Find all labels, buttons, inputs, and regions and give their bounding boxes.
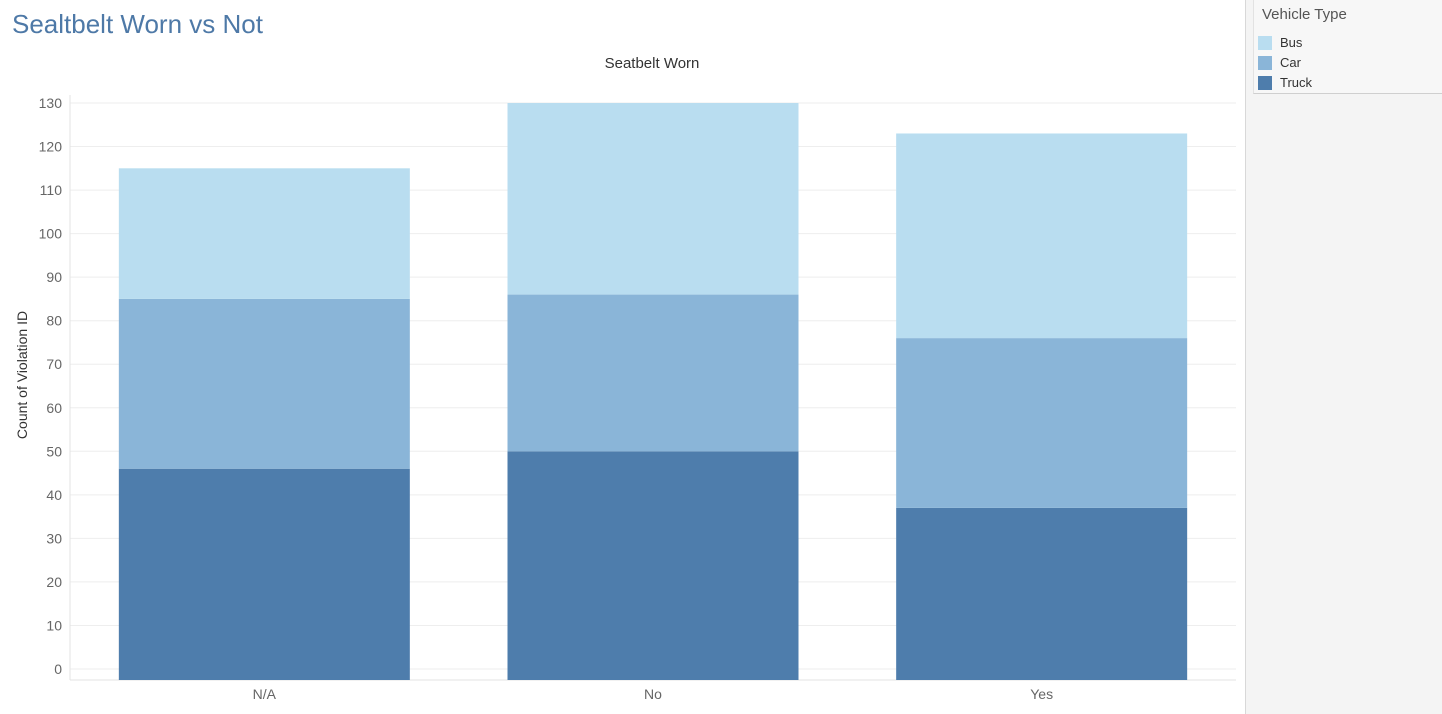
legend-title: Vehicle Type <box>1262 6 1347 23</box>
y-tick-label-80: 80 <box>46 313 62 329</box>
legend-items: Bus Car Truck <box>1258 33 1442 93</box>
legend-item-truck[interactable]: Truck <box>1258 73 1442 93</box>
legend-swatch-truck <box>1258 76 1272 90</box>
y-tick-label-0: 0 <box>54 661 62 677</box>
bar-yes-car <box>896 338 1188 508</box>
legend-item-bus[interactable]: Bus <box>1258 33 1442 53</box>
legend-swatch-car <box>1258 56 1272 70</box>
bar-na-bus <box>118 168 410 299</box>
legend-label-truck: Truck <box>1280 75 1313 90</box>
y-tick-label-10: 10 <box>46 617 62 633</box>
y-tick-label-60: 60 <box>46 400 62 416</box>
legend-label-bus: Bus <box>1280 35 1303 50</box>
chart-title: Seatbelt Worn <box>605 55 700 72</box>
y-tick-label-110: 110 <box>40 182 63 198</box>
color-legend: Vehicle Type Bus Car Truck <box>1253 0 1442 94</box>
legend-pane: Vehicle Type Bus Car Truck <box>1245 0 1442 714</box>
y-tick-label-20: 20 <box>46 574 62 590</box>
bar-no-bus <box>507 103 799 295</box>
bar-yes-bus <box>896 133 1188 339</box>
legend-label-car: Car <box>1280 55 1301 70</box>
y-tick-label-50: 50 <box>46 443 62 459</box>
sheet-title: Sealtbelt Worn vs Not <box>12 9 263 39</box>
y-tick-label-120: 120 <box>39 139 63 155</box>
bar-yes-truck <box>896 507 1188 680</box>
x-tick-label-na: N/A <box>253 686 277 702</box>
bar-no-car <box>507 294 799 452</box>
y-tick-label-130: 130 <box>39 95 63 111</box>
bar-no-truck <box>507 451 799 680</box>
y-tick-label-90: 90 <box>46 269 62 285</box>
bar-na-car <box>118 298 410 469</box>
legend-item-car[interactable]: Car <box>1258 53 1442 73</box>
stacked-bar-chart: Seatbelt Worn 0 10 20 30 40 50 60 70 80 90 100 110 12… <box>14 55 1236 702</box>
legend-swatch-bus <box>1258 36 1272 50</box>
x-tick-label-no: No <box>644 686 662 702</box>
y-tick-label-70: 70 <box>46 356 62 372</box>
worksheet-area: Sealtbelt Worn vs Not Seatbelt Worn 0 10 20… <box>12 9 1236 702</box>
y-axis-label: Count of Violation ID <box>14 311 30 439</box>
y-tick-label-100: 100 <box>39 226 63 242</box>
bar-na-truck <box>118 468 410 680</box>
y-tick-label-30: 30 <box>46 530 62 546</box>
x-tick-label-yes: Yes <box>1030 686 1053 702</box>
y-tick-label-40: 40 <box>46 487 62 503</box>
